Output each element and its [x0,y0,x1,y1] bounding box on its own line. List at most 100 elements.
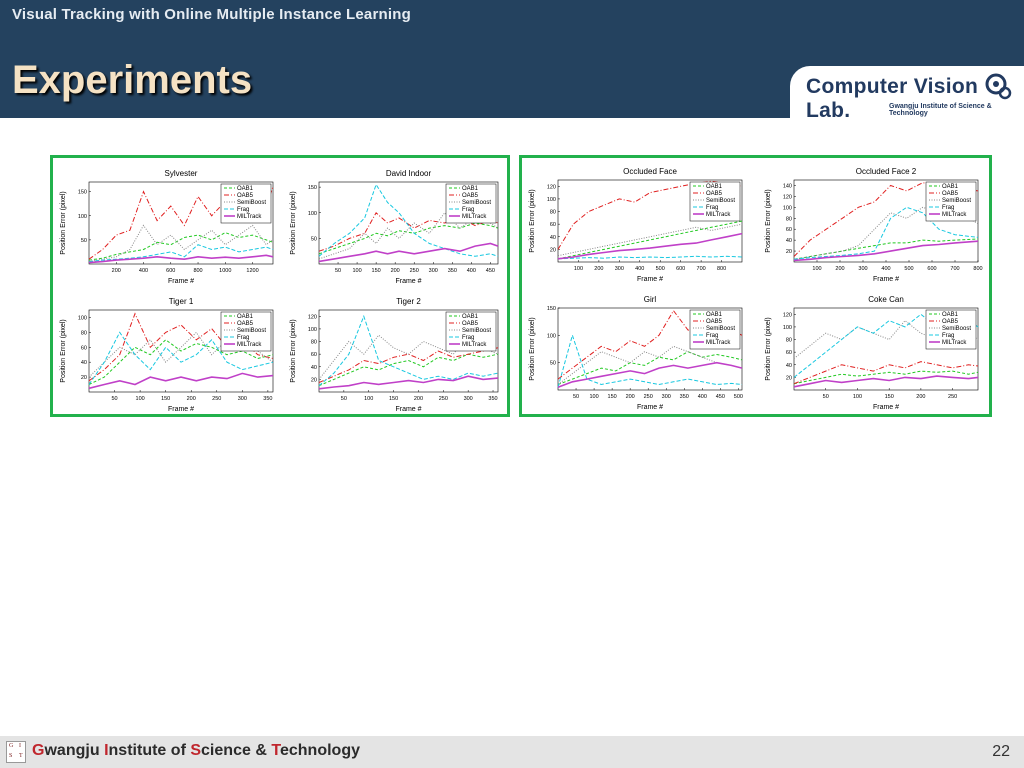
chart-tiger-1: Tiger 1 50 100 150 200 250 300 350 20 40 60 80 100 Fr… [60,297,274,413]
y-tick-label: 20 [786,375,792,381]
x-tick-label: 350 [488,396,497,402]
x-tick-label: 350 [448,268,457,274]
y-tick-label: 50 [311,236,317,242]
legend-label-frag: Frag [706,333,718,339]
chart-girl: Girl 50 100 150 200 250 300 350 400 450 500 50 100 15… [529,295,743,411]
legend-label-miltrack: MILTrack [942,212,967,218]
y-tick-label: 20 [550,247,556,253]
x-tick-label: 400 [635,266,644,272]
x-tick-label: 450 [716,394,725,400]
y-tick-label: 40 [786,363,792,369]
y-tick-label: 50 [81,238,87,244]
series-line-oab1 [557,351,743,385]
series-line-semiboost [318,334,499,380]
legend-label-frag: Frag [706,205,718,211]
x-tick-label: 100 [589,394,598,400]
x-tick-label: 600 [676,266,685,272]
legend-label-frag: Frag [462,335,474,341]
y-tick-label: 80 [81,330,87,336]
series-line-frag [88,244,274,263]
legend-label-miltrack: MILTrack [462,342,487,348]
series-line-frag [793,206,979,260]
legend-label-oab5: OAB5 [462,321,479,327]
legend-label-oab1: OAB1 [462,314,479,320]
chart-title-girl: Girl [644,295,657,304]
series-line-semiboost [88,331,274,378]
legend-label-miltrack: MILTrack [706,340,731,346]
y-tick-label: 20 [81,375,87,381]
y-tick-label: 60 [550,222,556,228]
x-tick-label: 1200 [246,268,258,274]
x-tick-label: 400 [139,268,148,274]
x-tick-label: 300 [662,394,671,400]
legend-label-oab1: OAB1 [706,312,723,318]
x-axis-label: Frame # [395,406,421,413]
legend-label-oab1: OAB1 [942,312,959,318]
series-line-semiboost [557,345,743,385]
legend-label-miltrack: MILTrack [942,340,967,346]
x-tick-label: 300 [429,268,438,274]
x-tick-label: 700 [950,266,959,272]
legend-label-oab5: OAB5 [942,191,959,197]
x-tick-label: 100 [574,266,583,272]
series-line-oab5 [318,347,499,383]
x-tick-label: 200 [112,268,121,274]
y-tick-label: 40 [81,360,87,366]
slide-subtitle: Visual Tracking with Online Multiple Ins… [12,6,411,23]
y-tick-label: 60 [786,350,792,356]
y-tick-label: 40 [311,365,317,371]
legend-label-oab5: OAB5 [706,319,723,325]
x-tick-label: 200 [391,268,400,274]
gist-logo-letter-s: S [9,753,13,759]
x-tick-label: 200 [187,396,196,402]
x-tick-label: 100 [853,394,862,400]
x-tick-label: 250 [410,268,419,274]
y-tick-label: 100 [547,333,556,339]
x-tick-label: 250 [644,394,653,400]
y-tick-label: 100 [783,205,792,211]
chart-title-occluded-face: Occluded Face [623,167,677,176]
series-line-miltrack [793,375,979,388]
y-tick-label: 80 [786,216,792,222]
y-tick-label: 100 [78,315,87,321]
legend-label-oab5: OAB5 [237,193,254,199]
lab-logo: Computer Vision Lab. Gwangju Institute o… [790,66,1024,122]
chart-sylvester: Sylvester 200 400 600 800 1000 1200 50 100 150 Fra… [60,169,274,285]
x-tick-label: 500 [656,266,665,272]
x-tick-label: 800 [193,268,202,274]
legend-label-semiboost: SemiBoost [942,326,971,332]
chart-title-tiger-2: Tiger 2 [396,297,421,306]
slide-footer: G I S T Gwangju Institute of Science & T… [0,736,1024,768]
y-tick-label: 60 [81,345,87,351]
legend-label-miltrack: MILTrack [237,214,262,220]
legend-label-frag: Frag [237,335,249,341]
series-line-semiboost [88,224,274,263]
x-tick-label: 50 [111,396,117,402]
y-axis-label: Position Error (pixel) [60,191,67,254]
series-line-oab5 [793,361,979,385]
x-tick-label: 200 [414,396,423,402]
legend-label-oab1: OAB1 [706,184,723,190]
chart-coke-can: Coke Can 50 100 150 200 250 20 40 60 80 100 120 Fram… [765,295,979,411]
legend-label-semiboost: SemiBoost [462,200,491,206]
chart-title-tiger-1: Tiger 1 [169,297,194,306]
x-tick-label: 500 [734,394,743,400]
y-axis-label: Position Error (pixel) [529,317,536,380]
y-tick-label: 60 [786,227,792,233]
x-tick-label: 100 [812,266,821,272]
x-tick-label: 250 [212,396,221,402]
results-panel-right: Occluded Face 100 200 300 400 500 600 700 800 20 4… [519,155,992,417]
x-tick-label: 600 [927,266,936,272]
slide-title: Experiments [12,58,253,102]
x-tick-label: 250 [439,396,448,402]
y-tick-label: 120 [783,194,792,200]
y-tick-label: 100 [308,327,317,333]
legend-label-miltrack: MILTrack [706,212,731,218]
series-line-frag [557,333,743,388]
y-tick-label: 100 [783,325,792,331]
x-tick-label: 200 [916,394,925,400]
x-tick-label: 100 [364,396,373,402]
y-tick-label: 120 [783,312,792,318]
x-tick-label: 150 [372,268,381,274]
x-tick-label: 300 [238,396,247,402]
